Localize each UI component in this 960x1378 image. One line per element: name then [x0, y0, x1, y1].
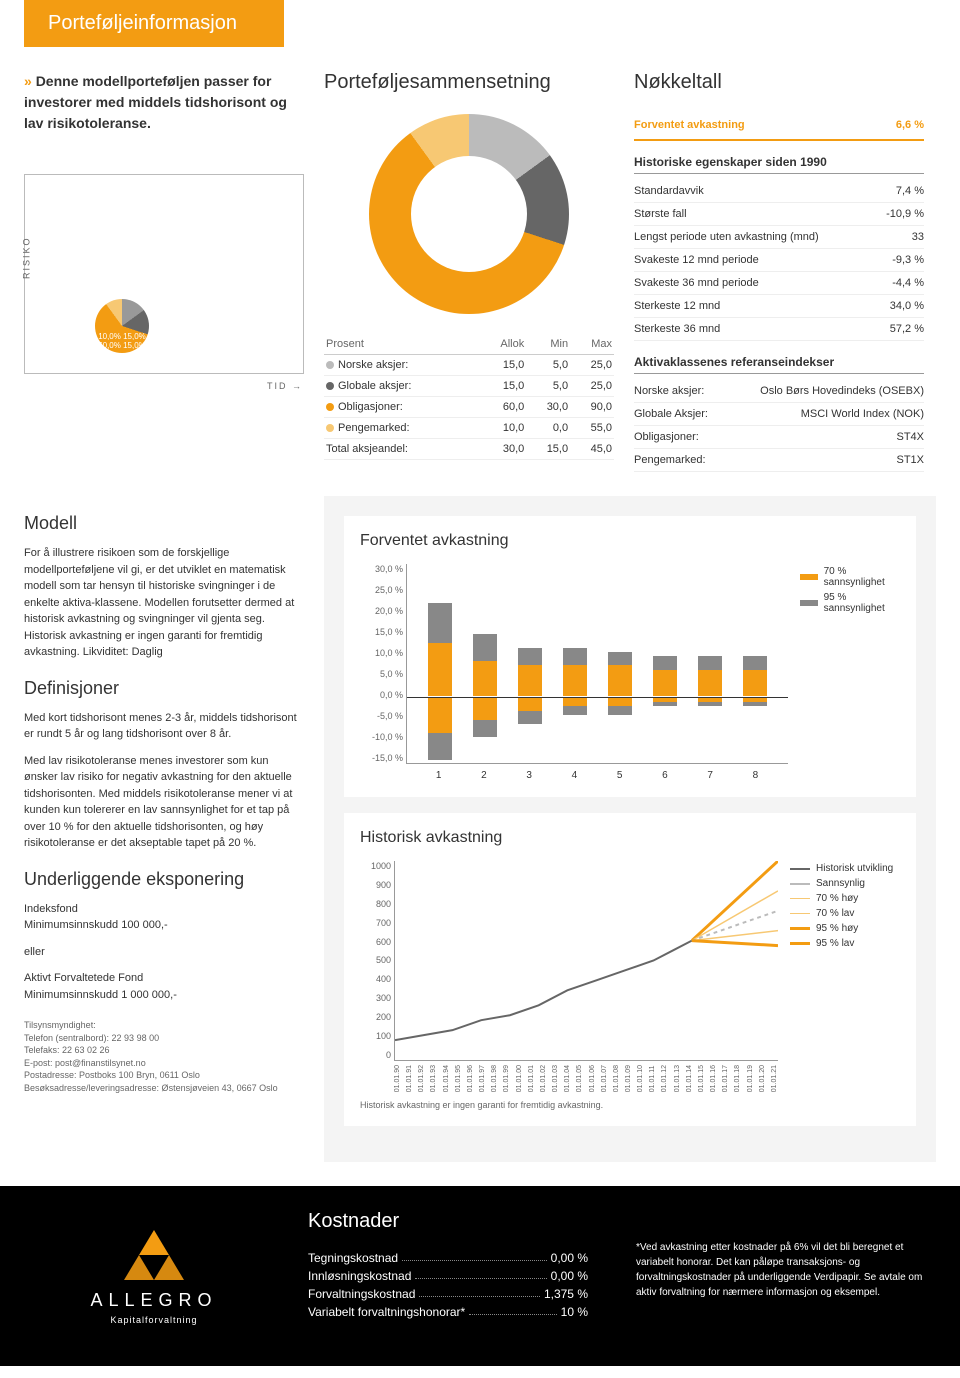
cost-row: Forvaltningskostnad1,375 %: [308, 1285, 588, 1303]
historic-return-chart: Historisk avkastning 1000900800700600500…: [344, 813, 916, 1126]
key-row: Svakeste 12 mnd periode-9,3 %: [634, 249, 924, 272]
def-heading: Definisjoner: [24, 675, 304, 702]
key-row: Svakeste 36 mnd periode-4,4 %: [634, 272, 924, 295]
hist-head: Historiske egenskaper siden 1990: [634, 155, 924, 174]
model-heading: Modell: [24, 510, 304, 537]
risk-chart: RISIKO 10,0% 15,0% 60,0% 15,0% TID →: [24, 174, 304, 374]
allocation-table: ProsentAllokMinMax Norske aksjer:15,05,0…: [324, 334, 614, 460]
cost-row: Variabelt forvaltningshonorar*10 %: [308, 1303, 588, 1321]
table-row: Norske aksjer:15,05,025,0: [324, 355, 614, 376]
table-row: Globale aksjer:15,05,025,0: [324, 376, 614, 397]
costs-title: Kostnader: [308, 1210, 612, 1233]
table-row: Obligasjoner:60,030,090,0: [324, 397, 614, 418]
donut-chart: [369, 114, 569, 314]
ref-row: Pengemarked:ST1X: [634, 449, 924, 472]
key-row: Største fall-10,9 %: [634, 203, 924, 226]
table-row: Total aksjeandel:30,015,045,0: [324, 439, 614, 460]
cost-row: Innløsningskostnad0,00 %: [308, 1267, 588, 1285]
key-row: Standardavvik7,4 %: [634, 180, 924, 203]
intro-text: » Denne modellporteføljen passer for inv…: [24, 71, 304, 134]
ref-row: Obligasjoner:ST4X: [634, 426, 924, 449]
table-row: Pengemarked:10,00,055,0: [324, 418, 614, 439]
expected-return-chart: Forventet avkastning 30,0 %25,0 %20,0 %1…: [344, 516, 916, 797]
expected-return-row: Forventet avkastning6,6 %: [634, 114, 924, 141]
keyfigures-title: Nøkkeltall: [634, 71, 924, 94]
key-row: Sterkeste 36 mnd57,2 %: [634, 318, 924, 341]
footer: ALLEGRO Kapitalforvaltning Kostnader Teg…: [0, 1186, 960, 1366]
exp-heading: Underliggende eksponering: [24, 866, 304, 893]
ref-head: Aktivaklassenes referanseindekser: [634, 355, 924, 374]
key-row: Sterkeste 12 mnd34,0 %: [634, 295, 924, 318]
ref-row: Norske aksjer:Oslo Børs Hovedindeks (OSE…: [634, 380, 924, 403]
ref-row: Globale Aksjer:MSCI World Index (NOK): [634, 403, 924, 426]
page-title: Porteføljeinformasjon: [24, 0, 284, 47]
key-row: Lengst periode uten avkastning (mnd)33: [634, 226, 924, 249]
model-text: For å illustrere risikoen som de forskje…: [24, 545, 304, 661]
costs-note: *Ved avkastning etter kostnader på 6% vi…: [636, 1210, 936, 1342]
logo-text: ALLEGRO: [24, 1290, 284, 1311]
contact-info: Tilsynsmyndighet:Telefon (sentralbord): …: [24, 1019, 304, 1095]
cost-row: Tegningskostnad0,00 %: [308, 1249, 588, 1267]
composition-title: Porteføljesammensetning: [324, 71, 614, 94]
logo-icon: [124, 1230, 184, 1280]
